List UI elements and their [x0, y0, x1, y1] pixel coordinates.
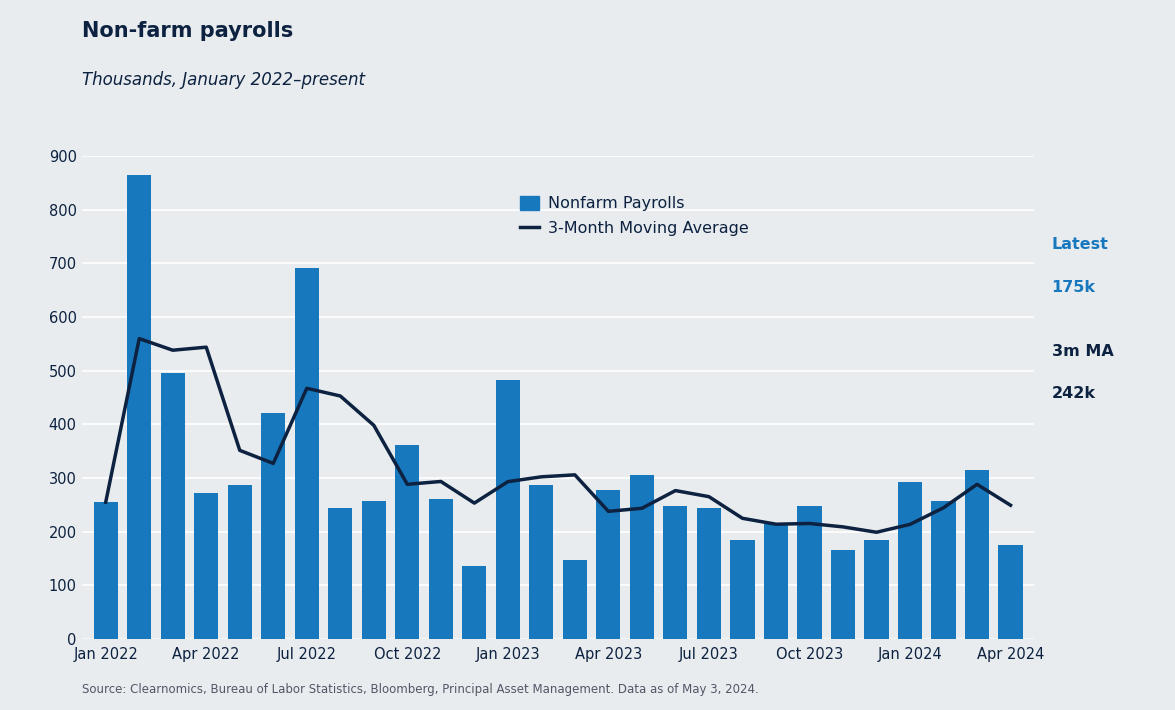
- Bar: [261, 413, 286, 639]
- Bar: [395, 444, 419, 639]
- Bar: [194, 493, 219, 639]
- Bar: [295, 268, 318, 639]
- Text: Latest: Latest: [1052, 237, 1108, 252]
- Bar: [697, 508, 721, 639]
- Text: 175k: 175k: [1052, 280, 1095, 295]
- Bar: [563, 559, 588, 639]
- Bar: [328, 508, 352, 639]
- Text: 242k: 242k: [1052, 386, 1095, 401]
- Bar: [664, 506, 687, 639]
- Bar: [496, 381, 519, 639]
- Bar: [529, 484, 553, 639]
- Bar: [831, 550, 855, 639]
- Bar: [462, 565, 486, 639]
- Bar: [127, 175, 152, 639]
- Text: Thousands, January 2022–present: Thousands, January 2022–present: [82, 71, 365, 89]
- Bar: [597, 490, 620, 639]
- Bar: [865, 540, 888, 639]
- Bar: [731, 540, 754, 639]
- Bar: [965, 470, 989, 639]
- Bar: [999, 545, 1022, 639]
- Text: 3m MA: 3m MA: [1052, 344, 1114, 359]
- Bar: [94, 502, 118, 639]
- Bar: [798, 506, 821, 639]
- Bar: [228, 484, 251, 639]
- Bar: [898, 482, 922, 639]
- Bar: [932, 501, 955, 639]
- Text: Source: Clearnomics, Bureau of Labor Statistics, Bloomberg, Principal Asset Mana: Source: Clearnomics, Bureau of Labor Sta…: [82, 683, 759, 696]
- Legend: Nonfarm Payrolls, 3-Month Moving Average: Nonfarm Payrolls, 3-Month Moving Average: [511, 188, 757, 244]
- Bar: [630, 476, 654, 639]
- Bar: [764, 524, 788, 639]
- Text: Non-farm payrolls: Non-farm payrolls: [82, 21, 294, 41]
- Bar: [362, 501, 385, 639]
- Bar: [161, 373, 184, 639]
- Bar: [429, 499, 452, 639]
